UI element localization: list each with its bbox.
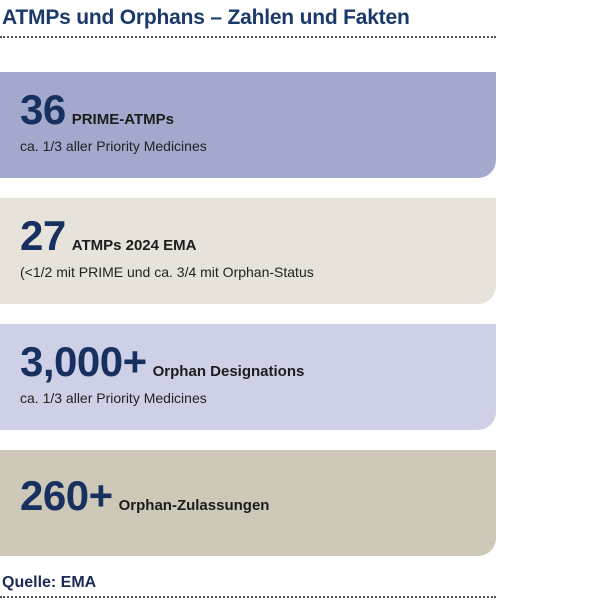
source-divider	[0, 596, 496, 598]
card-headline: 27 ATMPs 2024 EMA	[20, 212, 196, 260]
stat-subtitle: ca. 1/3 aller Priority Medicines	[20, 138, 207, 154]
stat-subtitle: ca. 1/3 aller Priority Medicines	[20, 390, 207, 406]
stat-label: Orphan-Zulassungen	[118, 497, 270, 514]
card-headline: 3,000+ Orphan Designations	[20, 338, 304, 386]
stat-number: 36	[20, 86, 66, 133]
stat-label: Orphan Designations	[152, 363, 305, 380]
source-note: Quelle: EMA	[2, 574, 97, 591]
card-headline: 36 PRIME-ATMPs	[20, 86, 174, 134]
stat-number: 27	[20, 212, 66, 259]
stat-card-orphan-designations: 3,000+ Orphan Designations ca. 1/3 aller …	[0, 324, 496, 430]
card-headline: 260+ Orphan-Zulassungen	[20, 472, 269, 520]
stat-card-atmps-2024: 27 ATMPs 2024 EMA (<1/2 mit PRIME und ca.…	[0, 198, 496, 304]
page-title: ATMPs und Orphans – Zahlen und Fakten	[2, 6, 410, 29]
stat-subtitle: (<1/2 mit PRIME und ca. 3/4 mit Orphan-S…	[20, 264, 314, 280]
stat-number: 3,000+	[20, 338, 147, 385]
stat-card-orphan-approvals: 260+ Orphan-Zulassungen	[0, 450, 496, 556]
stat-label: ATMPs 2024 EMA	[71, 237, 197, 254]
stat-number: 260+	[20, 472, 113, 519]
stat-card-prime-atmps: 36 PRIME-ATMPs ca. 1/3 aller Priority Med…	[0, 72, 496, 178]
stat-label: PRIME-ATMPs	[71, 111, 174, 128]
title-divider	[0, 36, 496, 38]
